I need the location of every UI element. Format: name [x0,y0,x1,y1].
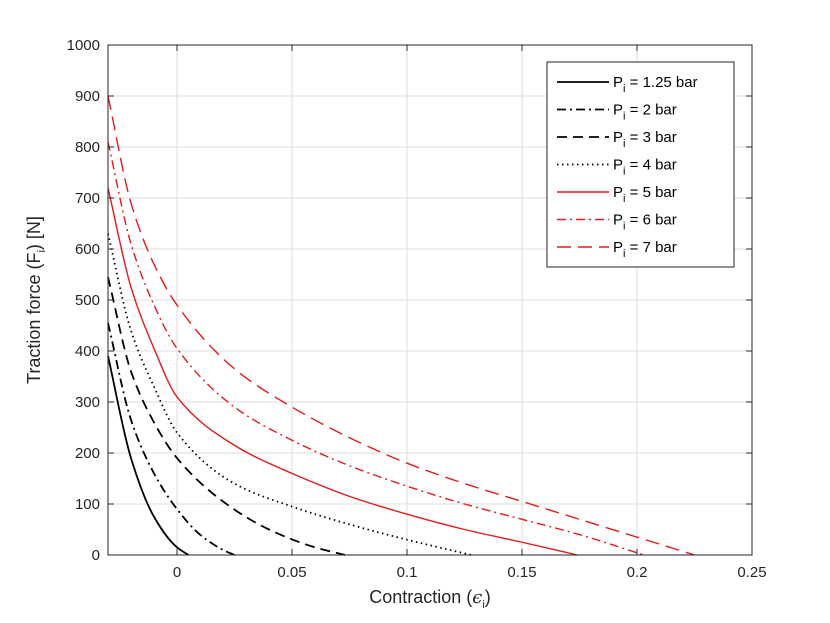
x-tick-label: 0 [173,564,181,581]
series-line-7 [107,95,695,556]
y-tick-label: 500 [75,292,100,309]
series-line-1 [107,355,189,556]
y-tick-label: 400 [75,343,100,360]
x-axis-title-sub: i [482,599,484,611]
x-tick-label: 0.05 [277,564,306,581]
legend: Pi = 1.25 bar Pi = 2 bar Pi = 3 bar Pi = 4 … [546,61,735,268]
series-line-3 [107,276,346,556]
x-axis-title-symbol: ϵ [472,587,482,608]
x-tick-label: 0.15 [507,564,536,581]
legend-label: Pi = 7 bar [613,239,677,260]
series-line-4 [107,233,472,556]
legend-label: Pi = 6 bar [613,212,677,233]
y-axis-title: Traction force (Fi) [N] [24,216,48,384]
ticks: 0 0.05 0.1 0.15 0.2 0.25 0 100 200 300 400 500 600 70… [67,37,767,581]
y-tick-label: 200 [75,445,100,462]
series-group [107,95,695,556]
y-axis-title-main: Traction force (F [24,253,44,384]
y-tick-label: 100 [75,496,100,513]
x-tick-label: 0.25 [737,564,766,581]
legend-label: Pi = 2 bar [613,102,677,123]
series-line-5 [107,187,578,556]
y-axis-title-end: ) [N] [24,216,44,250]
y-tick-label: 300 [75,394,100,411]
x-axis-title: Contraction (ϵi) [369,587,491,611]
y-tick-label: 800 [75,139,100,156]
y-tick-label: 0 [92,547,100,564]
x-tick-label: 0.1 [397,564,418,581]
legend-label: Pi = 1.25 bar [613,74,698,95]
y-tick-label: 900 [75,88,100,105]
x-axis-title-main: Contraction ( [369,587,472,607]
y-axis-title-sub: i [36,250,48,252]
y-tick-label: 600 [75,241,100,258]
series-line-6 [107,141,645,556]
legend-label: Pi = 3 bar [613,129,677,150]
x-axis-title-end: ) [485,587,491,607]
y-tick-label: 700 [75,190,100,207]
y-tick-label: 1000 [67,37,100,54]
legend-label: Pi = 4 bar [613,157,677,178]
x-tick-label: 0.2 [627,564,648,581]
legend-label: Pi = 5 bar [613,184,677,205]
